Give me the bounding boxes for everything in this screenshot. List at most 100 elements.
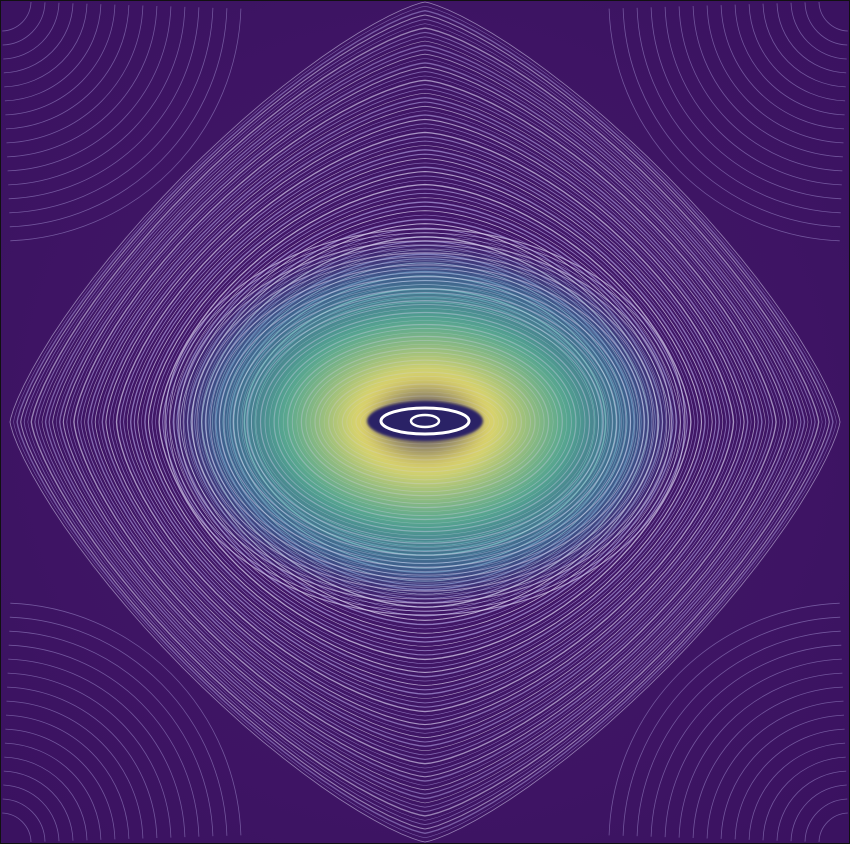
streamline — [269, 320, 581, 524]
streamline — [59, 62, 791, 782]
streamline — [98, 110, 752, 734]
streamline — [66, 71, 784, 773]
streamline — [141, 162, 709, 682]
streamline — [13, 5, 837, 839]
streamline — [5, 714, 130, 839]
streamline — [650, 7, 842, 200]
streamline — [360, 399, 490, 445]
streamline — [341, 383, 509, 461]
streamline — [636, 630, 841, 837]
streamline — [692, 686, 843, 839]
streamline — [108, 123, 742, 721]
streamline — [748, 4, 846, 102]
streamline — [191, 252, 659, 592]
streamline — [706, 5, 844, 144]
inner-streamlines — [164, 228, 686, 616]
streamline — [259, 311, 591, 533]
streamline — [162, 188, 688, 656]
streamline — [351, 391, 499, 453]
streamline — [237, 292, 613, 552]
streamline — [790, 2, 847, 60]
streamline — [7, 5, 158, 158]
streamline — [319, 363, 531, 481]
streamline — [250, 304, 600, 540]
streamline — [355, 395, 495, 449]
streamline — [62, 66, 788, 778]
streamline — [41, 40, 809, 804]
streamline — [776, 3, 847, 74]
streamline — [337, 379, 513, 465]
streamline — [223, 280, 627, 564]
streamline — [187, 248, 663, 596]
streamline — [10, 602, 242, 836]
streamline — [282, 332, 568, 512]
streamline — [692, 5, 843, 158]
streamline — [210, 268, 640, 576]
streamline — [314, 359, 536, 485]
streamline — [310, 356, 540, 488]
streamline — [101, 114, 749, 730]
streamline — [91, 101, 759, 743]
streamline — [678, 672, 843, 838]
streamline — [119, 136, 731, 708]
streamline — [155, 179, 695, 665]
streamline — [9, 1, 841, 843]
streamline — [762, 756, 846, 841]
streamline — [8, 7, 200, 200]
streamline — [608, 602, 840, 836]
streamline — [10, 8, 242, 242]
streamline — [9, 7, 214, 214]
streamline — [242, 296, 608, 548]
streamline — [196, 256, 654, 588]
streamline — [34, 31, 816, 813]
streamline — [305, 351, 545, 493]
streamline — [6, 700, 144, 839]
streamline — [87, 97, 763, 747]
streamline — [27, 23, 823, 821]
streamline — [52, 53, 798, 791]
streamline — [790, 784, 847, 842]
streamline — [76, 84, 774, 760]
streamline — [9, 616, 228, 836]
streamline — [264, 316, 586, 528]
streamline — [44, 44, 806, 800]
streamline — [133, 153, 717, 691]
streamline — [37, 36, 813, 808]
streamline — [346, 387, 504, 457]
streamline — [3, 784, 60, 842]
streamline — [4, 742, 102, 840]
streamline — [228, 284, 622, 560]
streamline — [328, 371, 523, 473]
streamline — [105, 118, 745, 726]
streamline — [7, 672, 172, 838]
streamline — [5, 4, 116, 116]
streamline — [173, 236, 677, 608]
streamline — [287, 335, 563, 509]
streamline — [776, 770, 847, 841]
streamline — [2, 798, 46, 842]
streamline — [2, 2, 46, 46]
streamline — [84, 92, 766, 752]
streamline — [137, 158, 713, 686]
streamline — [748, 742, 846, 840]
streamline — [48, 49, 802, 795]
streamline — [804, 2, 848, 46]
streamline — [3, 770, 74, 841]
streamline — [7, 6, 172, 172]
streamline — [20, 14, 830, 830]
streamline — [205, 264, 645, 580]
streamline — [4, 3, 88, 88]
streamline — [734, 728, 845, 840]
streamline — [115, 131, 735, 713]
streamline — [232, 288, 618, 556]
streamline — [94, 105, 756, 739]
streamline — [4, 4, 102, 102]
streamline — [16, 10, 834, 834]
streamline — [323, 367, 527, 477]
streamline — [720, 714, 845, 839]
streamline — [664, 6, 842, 186]
streamline — [650, 644, 842, 837]
